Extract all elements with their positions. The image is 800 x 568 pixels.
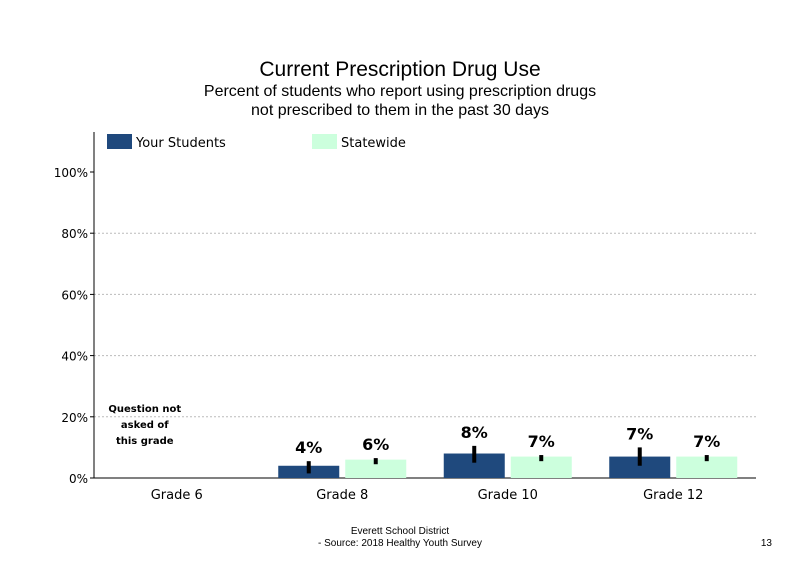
subtitle-line-1: Percent of students who report using pre…: [203, 83, 597, 100]
x-tick-label: Grade 12: [643, 488, 703, 503]
legend-swatch-your-students: [107, 134, 132, 149]
y-tick-label: 40%: [61, 350, 88, 364]
source-footer: Everett School District - Source: 2018 H…: [200, 526, 600, 550]
footer-source: - Source: 2018 Healthy Youth Survey: [318, 538, 482, 549]
data-label: 6%: [362, 435, 389, 454]
bar-your-students: [609, 456, 671, 478]
annotation-line: asked of: [121, 420, 169, 431]
x-tick-label: Grade 10: [478, 488, 538, 503]
axes: 0% 20% 40% 60% 80% 100% Grade 6 Grade 8 Grade 10…: [54, 132, 756, 503]
y-tick-label: 20%: [61, 411, 88, 425]
y-tick-label: 80%: [61, 227, 88, 241]
annotation-line: Question not: [108, 404, 181, 415]
footer-district: Everett School District: [350, 526, 450, 537]
grid-lines: [94, 232, 756, 418]
annotation-line: this grade: [116, 436, 174, 447]
subtitle-line-2: not prescribed to them in the past 30 da…: [251, 102, 549, 119]
y-tick-label: 60%: [61, 288, 88, 302]
bar-statewide: [345, 459, 407, 478]
bar-statewide: [510, 456, 572, 478]
x-tick-label: Grade 6: [151, 488, 203, 503]
legend-swatch-statewide: [312, 134, 337, 149]
data-label: 7%: [693, 432, 720, 451]
data-label: 7%: [626, 424, 653, 443]
chart-subtitle: Percent of students who report using pre…: [150, 82, 650, 120]
bar-statewide: [676, 456, 738, 478]
chart-title: Current Prescription Drug Use: [259, 58, 541, 81]
data-label: 8%: [461, 423, 488, 442]
labels: 4% 8% 7% 6% 7% 7% Question not asked of this gra…: [108, 404, 720, 457]
data-label: 7%: [528, 432, 555, 451]
x-tick-label: Grade 8: [316, 488, 368, 503]
legend: Your Students Statewide: [107, 134, 406, 151]
data-label: 4%: [295, 438, 322, 457]
y-tick-label: 100%: [54, 166, 88, 180]
legend-label-your-students: Your Students: [135, 136, 226, 151]
page-number: 13: [760, 538, 772, 549]
bars: [278, 445, 738, 478]
y-tick-label: 0%: [69, 472, 88, 486]
legend-label-statewide: Statewide: [341, 136, 406, 151]
